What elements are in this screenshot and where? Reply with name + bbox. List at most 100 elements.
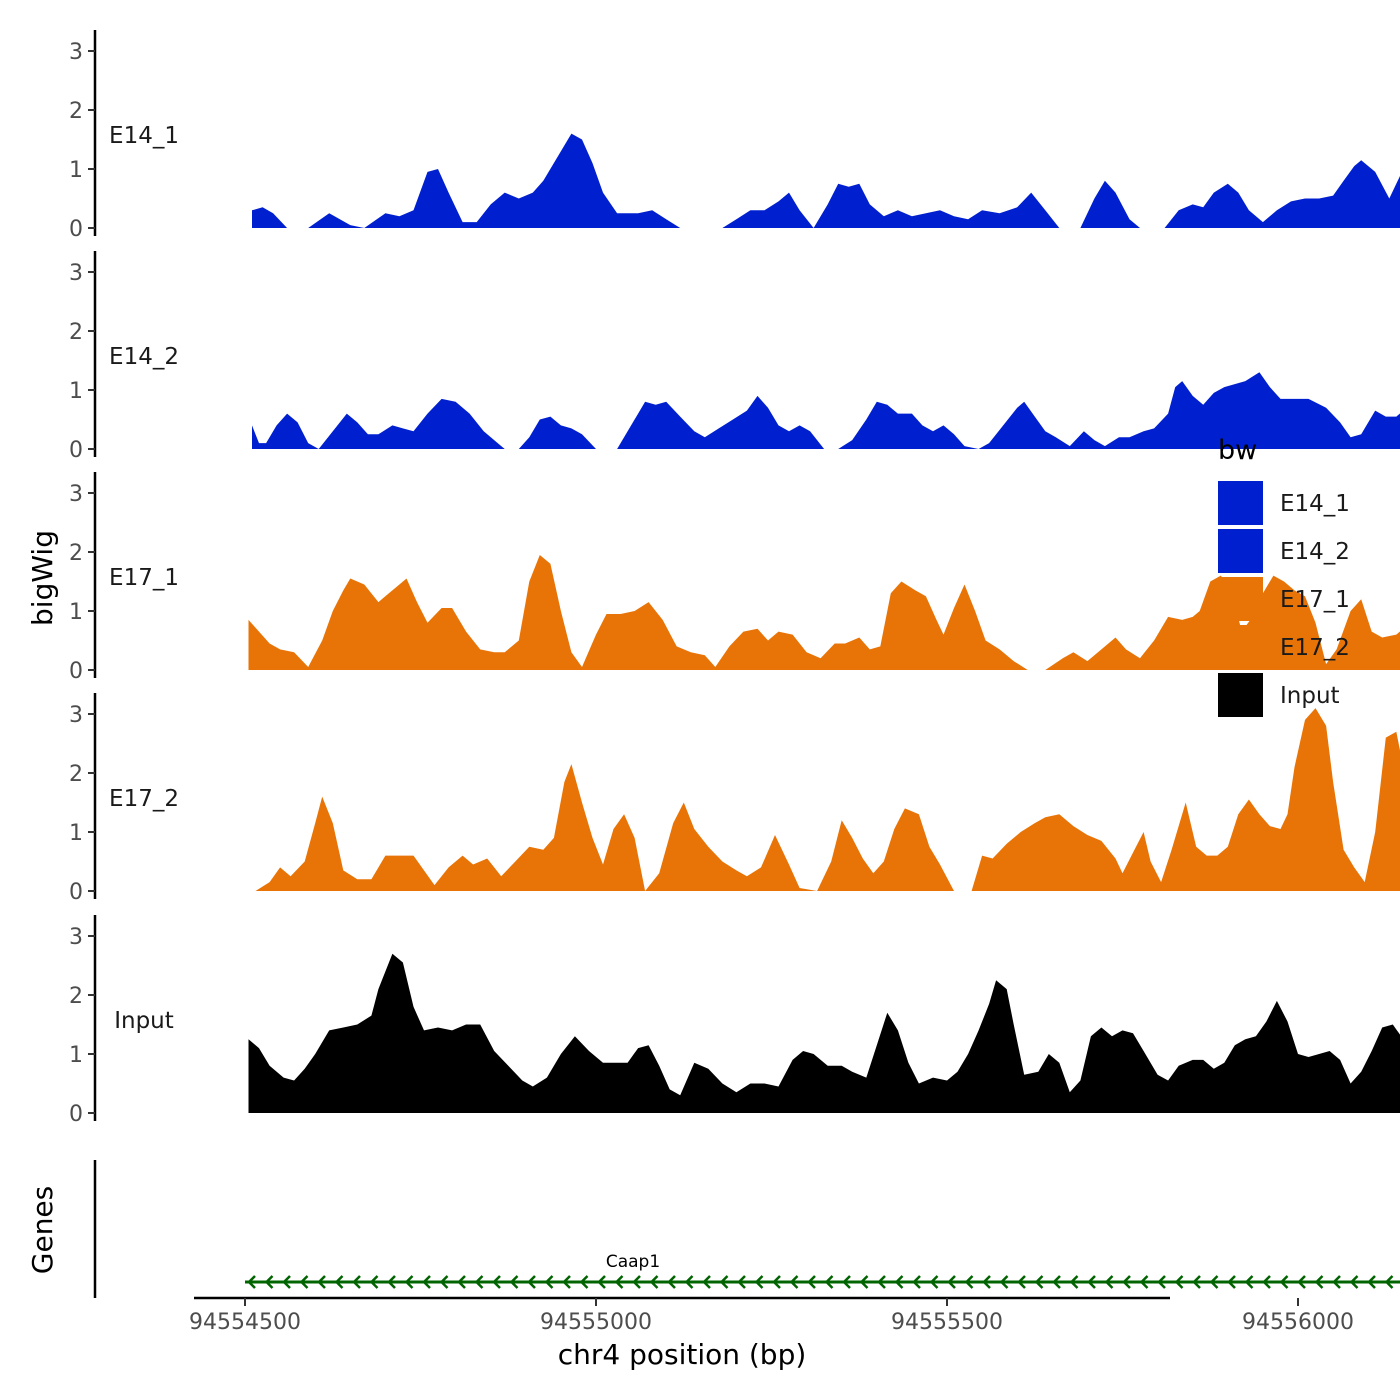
strand-arrow-icon — [527, 1275, 536, 1289]
strand-arrow-icon — [842, 1275, 851, 1289]
y-axis-title: bigWig — [26, 530, 59, 626]
legend-swatch — [1218, 625, 1263, 669]
strand-arrow-icon — [1034, 1275, 1044, 1289]
legend: bw E14_1 E14_2 E17_1 E17_2 Input — [1218, 435, 1350, 717]
strand-arrow-icon — [702, 1275, 711, 1289]
strand-arrow-icon — [1349, 1275, 1359, 1289]
strand-arrow-icon — [1157, 1275, 1166, 1289]
strand-arrow-icon — [457, 1275, 466, 1289]
strand-arrow-icon — [1332, 1275, 1341, 1289]
legend-swatch — [1218, 529, 1263, 573]
strand-arrow-icon — [1139, 1275, 1149, 1289]
strand-arrow-icon — [947, 1275, 956, 1289]
x-tick-label: 94554500 — [189, 1310, 301, 1335]
legend-label: E17_1 — [1280, 587, 1350, 613]
track-Input: 0 1 2 3 Input — [69, 915, 1400, 1127]
strand-arrow-icon — [422, 1275, 431, 1289]
strand-arrow-icon — [544, 1275, 554, 1289]
track-label: Input — [114, 1008, 174, 1034]
x-axis: 9455450094555000945555009455600094556500… — [189, 1296, 1354, 1335]
y-tick-label: 0 — [69, 659, 83, 684]
strand-arrow-icon — [579, 1275, 589, 1289]
strand-arrow-icon — [632, 1275, 641, 1289]
coverage-area — [248, 953, 1400, 1113]
strand-arrow-icon — [719, 1275, 729, 1289]
legend-swatch — [1218, 481, 1263, 525]
strand-arrow-icon — [824, 1275, 834, 1289]
y-tick-label: 1 — [69, 158, 83, 183]
strand-arrow-icon — [1192, 1275, 1201, 1289]
track-label: E17_2 — [109, 786, 179, 812]
track-label: E14_2 — [109, 344, 179, 370]
track-E14_1: 0 1 2 3 E14_1 — [69, 30, 1400, 242]
coverage-area — [252, 372, 1400, 449]
strand-arrow-icon — [772, 1275, 781, 1289]
gene-track: Gm10306Caap1 — [93, 1160, 1400, 1298]
y-tick-label: 3 — [69, 925, 83, 950]
y-tick-label: 1 — [69, 379, 83, 404]
strand-arrow-icon — [1262, 1275, 1271, 1289]
strand-arrow-icon — [737, 1275, 746, 1289]
track-label: E17_1 — [109, 565, 179, 591]
strand-arrow-icon — [929, 1275, 939, 1289]
strand-arrow-icon — [807, 1275, 816, 1289]
strand-arrow-icon — [334, 1275, 344, 1289]
strand-arrow-icon — [1384, 1275, 1394, 1289]
strand-arrow-icon — [684, 1275, 694, 1289]
y-tick-label: 1 — [69, 821, 83, 846]
strand-arrow-icon — [1244, 1275, 1254, 1289]
coverage-area — [255, 708, 1400, 891]
strand-arrow-icon — [1069, 1275, 1079, 1289]
strand-arrow-icon — [1227, 1275, 1236, 1289]
strand-arrow-icon — [317, 1275, 326, 1289]
track-label: E14_1 — [109, 123, 179, 149]
strand-arrow-icon — [859, 1275, 869, 1289]
track-E17_2: 0 1 2 3 E17_2 — [69, 693, 1400, 905]
strand-arrow-icon — [1122, 1275, 1131, 1289]
strand-arrow-icon — [597, 1275, 606, 1289]
x-tick-label: 94556000 — [1242, 1310, 1354, 1335]
strand-arrow-icon — [754, 1275, 764, 1289]
legend-label: Input — [1280, 683, 1340, 709]
strand-arrow-icon — [404, 1275, 414, 1289]
strand-arrow-icon — [562, 1275, 571, 1289]
legend-label: E14_1 — [1280, 491, 1350, 517]
coverage-tracks: 0 1 2 3 E14_1 0 1 2 3 E14_2 0 1 2 3 E17_1 0 1 2 3 E17_2 0 1 2 3… — [69, 30, 1400, 1127]
x-tick-label: 94555000 — [540, 1310, 652, 1335]
x-tick-label: 94555500 — [891, 1310, 1003, 1335]
strand-arrow-icon — [964, 1275, 974, 1289]
strand-arrow-icon — [369, 1275, 379, 1289]
y-tick-label: 0 — [69, 217, 83, 242]
strand-arrow-icon — [1174, 1275, 1184, 1289]
legend-title: bw — [1218, 435, 1257, 466]
strand-arrow-icon — [1052, 1275, 1061, 1289]
strand-arrow-icon — [667, 1275, 676, 1289]
y-tick-label: 1 — [69, 1043, 83, 1068]
strand-arrow-icon — [1017, 1275, 1026, 1289]
strand-arrow-icon — [1297, 1275, 1306, 1289]
strand-arrow-icon — [509, 1275, 519, 1289]
strand-arrow-icon — [789, 1275, 799, 1289]
strand-arrow-icon — [999, 1275, 1009, 1289]
strand-arrow-icon — [352, 1275, 361, 1289]
y-tick-label: 2 — [69, 984, 83, 1009]
strand-arrow-icon — [1279, 1275, 1289, 1289]
y-tick-label: 3 — [69, 703, 83, 728]
y-tick-label: 0 — [69, 1102, 83, 1127]
legend-swatch — [1218, 577, 1263, 621]
strand-arrow-icon — [299, 1275, 309, 1289]
gene-label: Caap1 — [606, 1252, 660, 1272]
strand-arrow-icon — [282, 1275, 291, 1289]
y-tick-label: 2 — [69, 762, 83, 787]
genes-axis-title: Genes — [26, 1186, 59, 1274]
track-E17_1: 0 1 2 3 E17_1 — [69, 472, 1400, 684]
y-tick-label: 2 — [69, 99, 83, 124]
strand-arrow-icon — [894, 1275, 904, 1289]
legend-swatch — [1218, 673, 1263, 717]
strand-arrow-icon — [1367, 1275, 1376, 1289]
y-tick-label: 1 — [69, 600, 83, 625]
y-tick-label: 2 — [69, 541, 83, 566]
legend-label: E17_2 — [1280, 635, 1350, 661]
strand-arrow-icon — [492, 1275, 501, 1289]
